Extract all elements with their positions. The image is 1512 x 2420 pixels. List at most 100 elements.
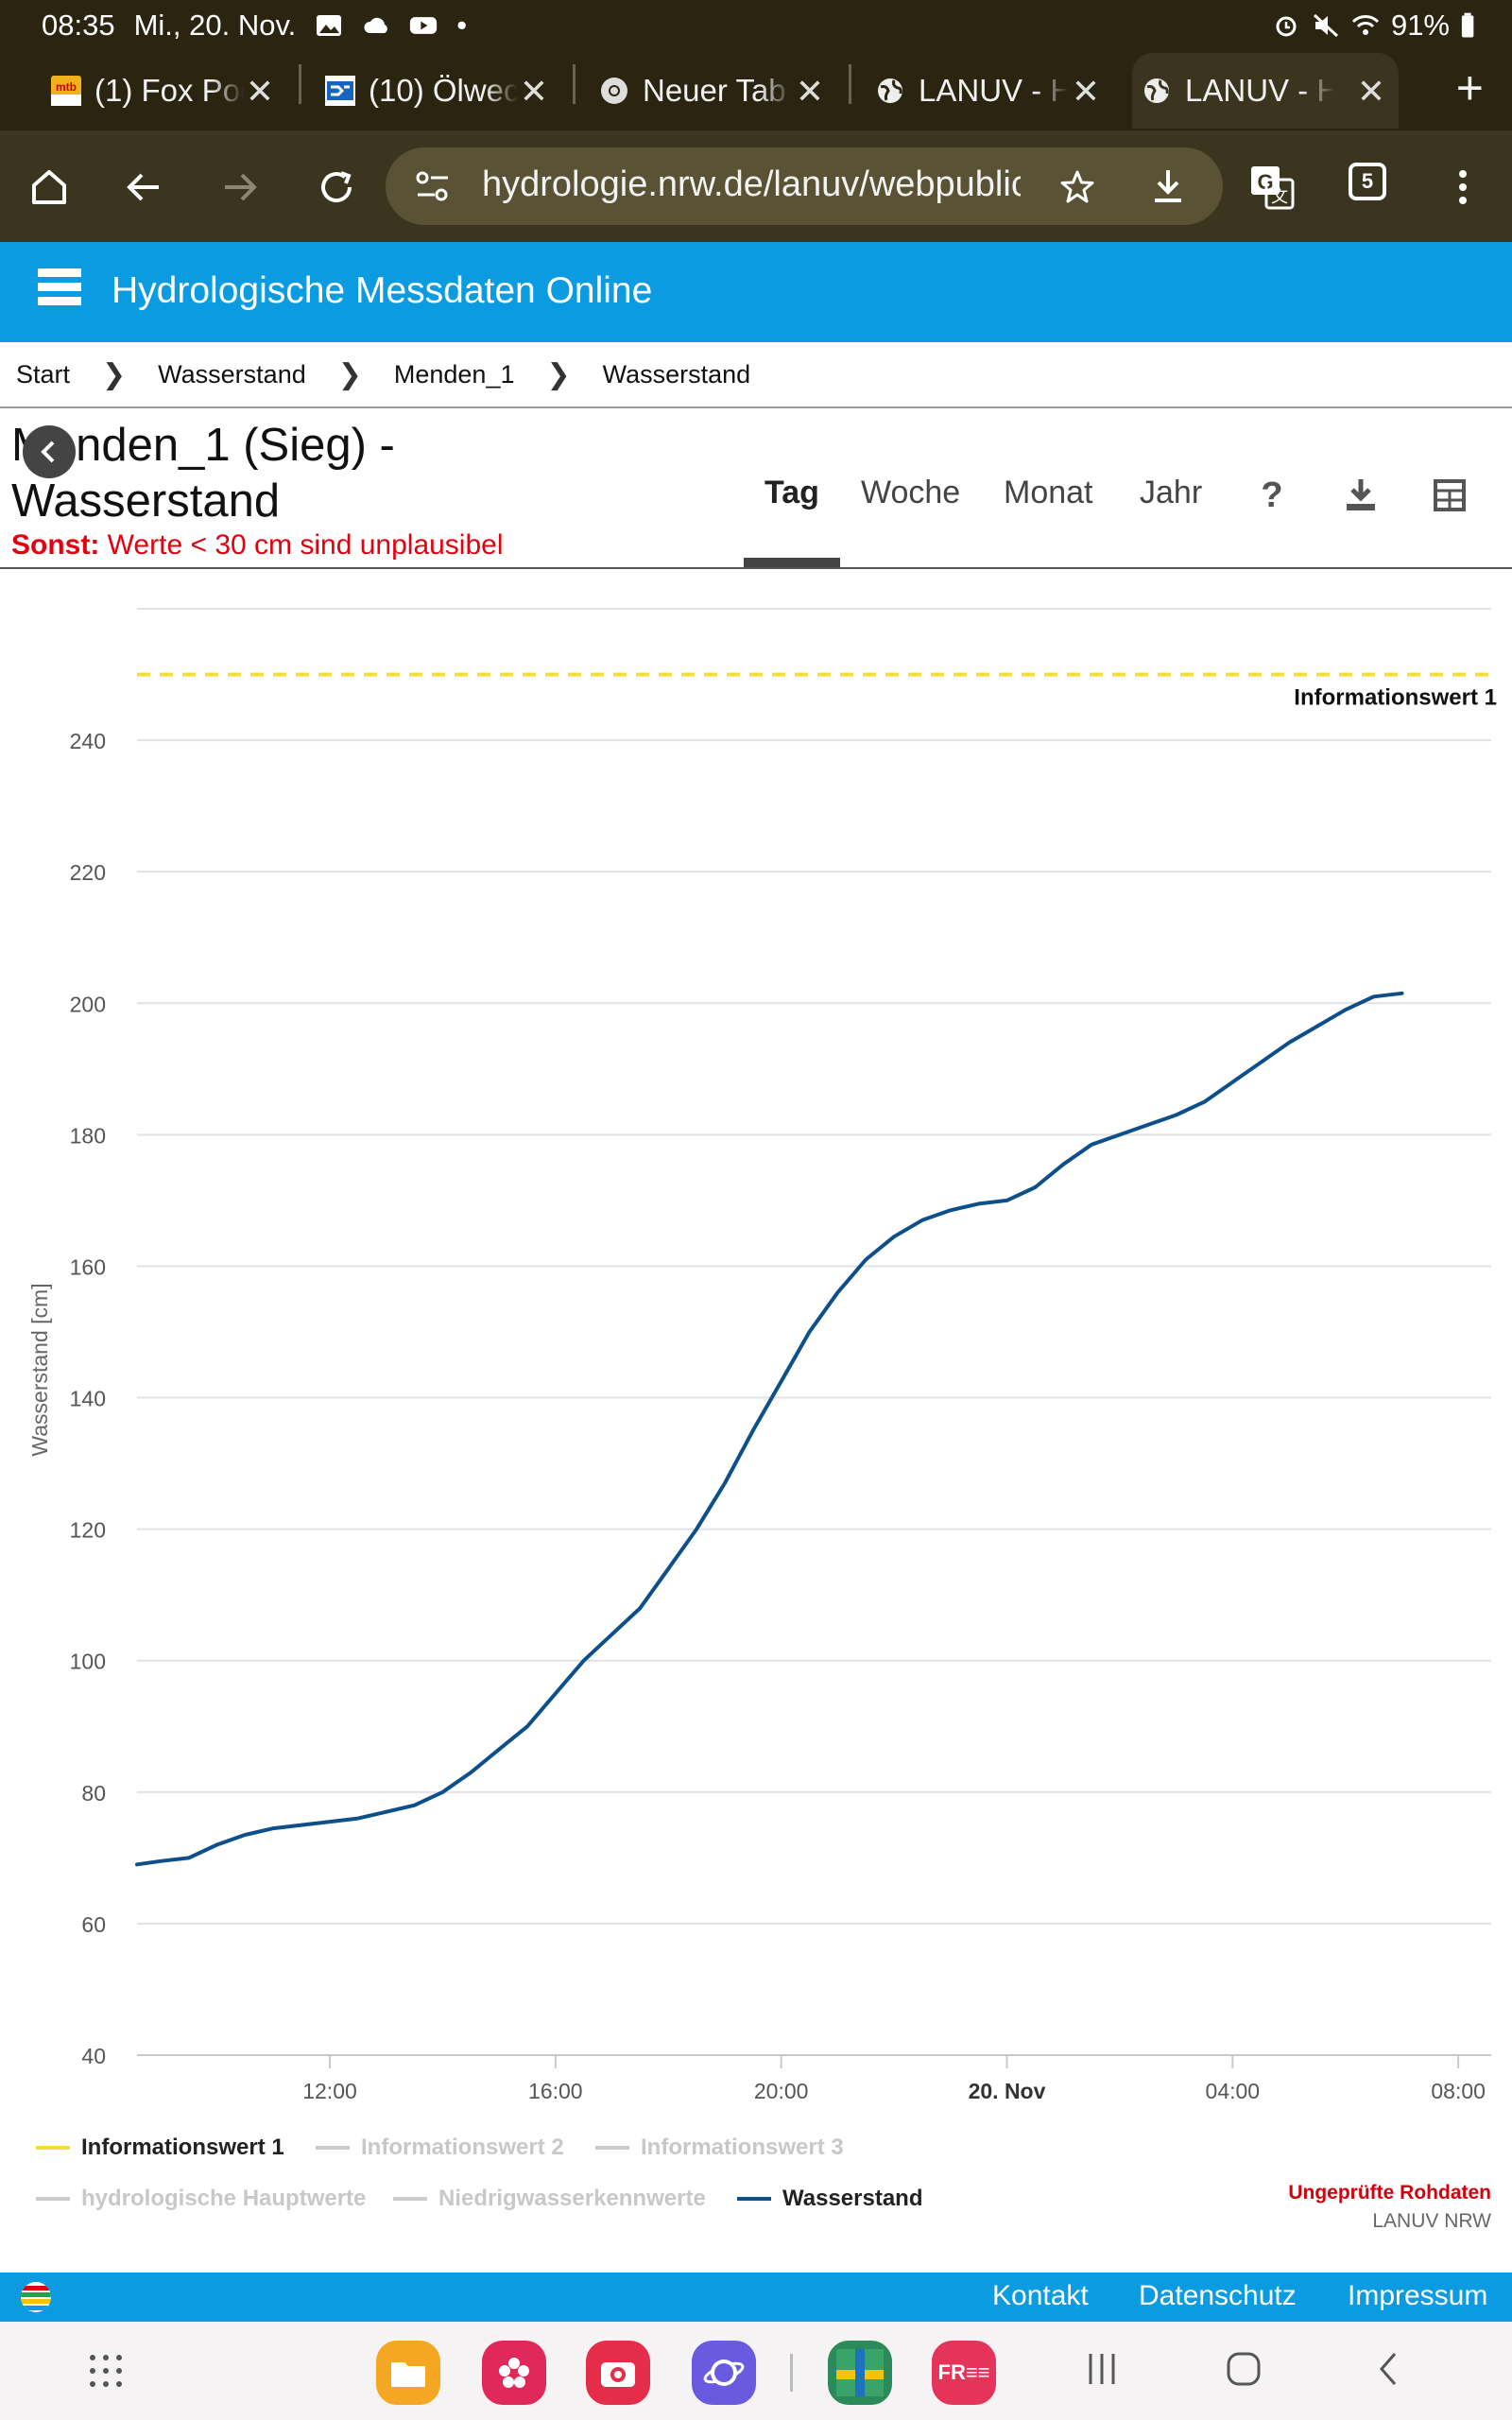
download-data-icon[interactable] (1342, 476, 1380, 514)
tab-jahr[interactable]: Jahr (1140, 475, 1203, 510)
legend-informationswert-2[interactable]: Informationswert 2 (316, 2135, 564, 2161)
nrw-logo-icon (21, 2282, 51, 2312)
tab-oelwechsel[interactable]: (10) Ölwechsel ✕ (316, 53, 561, 129)
y-tick-label: 200 (70, 992, 106, 1016)
youtube-icon (410, 17, 438, 34)
back-button[interactable] (115, 159, 172, 216)
reload-icon (321, 171, 352, 202)
site-logo-icon (325, 76, 355, 106)
notice-label: Sonst: (11, 529, 100, 561)
breadcrumb: Start ❯ Wasserstand ❯ Menden_1 ❯ Wassers… (0, 342, 1512, 408)
svg-text:文: 文 (1271, 187, 1288, 206)
water-level-chart[interactable]: 40 60 80 100 120 140 160 180 200 220 240 Wasserstan… (0, 571, 1512, 2273)
active-tab-indicator (744, 558, 840, 567)
close-icon[interactable]: ✕ (245, 72, 274, 111)
forward-button[interactable] (212, 159, 268, 216)
footer-link-datenschutz[interactable]: Datenschutz (1139, 2280, 1297, 2311)
x-tick-label: 08:00 (1431, 2079, 1486, 2103)
menu-icon[interactable] (38, 268, 81, 314)
table-view-icon[interactable] (1431, 476, 1469, 514)
alarm-icon (1276, 16, 1297, 37)
y-tick-label: 160 (70, 1254, 106, 1279)
page-title-line2: Wasserstand (11, 475, 281, 527)
legend-label: Informationswert 3 (641, 2135, 844, 2160)
site-settings-icon[interactable] (414, 168, 452, 206)
more-vert-icon (1459, 170, 1467, 204)
help-icon[interactable]: ? (1261, 475, 1283, 515)
close-icon[interactable]: ✕ (1071, 72, 1100, 111)
legend-hydrologische-hauptwerte[interactable]: hydrologische Hauptwerte (36, 2186, 366, 2212)
station-header: Menden_1 (Sieg) - Wasserstand Sonst: Wer… (0, 408, 1512, 569)
breadcrumb-start[interactable]: Start (16, 359, 71, 389)
notice-text: Werte < 30 cm sind unplausibel (99, 529, 504, 561)
download-icon[interactable] (1149, 166, 1187, 206)
legend-wasserstand[interactable]: Wasserstand (737, 2186, 923, 2212)
close-icon[interactable]: ✕ (795, 72, 824, 111)
legend-label: Informationswert 1 (81, 2135, 284, 2160)
status-date: Mi., 20. Nov. (133, 9, 297, 42)
legend-label: Informationswert 2 (361, 2135, 564, 2160)
wifi-icon (1351, 15, 1380, 35)
y-tick-label: 100 (70, 1650, 106, 1674)
chevron-right-icon: ❯ (337, 358, 362, 390)
tab-neuer-tab[interactable]: Neuer Tab ✕ (590, 53, 837, 129)
mute-icon (1313, 13, 1338, 38)
y-tick-label: 80 (81, 1781, 106, 1806)
tab-tag[interactable]: Tag (765, 475, 819, 510)
map-app-icon[interactable] (828, 2341, 892, 2405)
tab-switcher-button[interactable]: 5 (1349, 163, 1386, 200)
chevron-left-icon (41, 441, 55, 463)
recent-apps-icon[interactable] (1083, 2348, 1121, 2390)
tab-label: LANUV - Hydrologie (1185, 73, 1334, 108)
home-icon (32, 170, 66, 204)
free-app-icon[interactable]: FR≡≡ (932, 2341, 996, 2405)
tab-lanuv-active[interactable]: LANUV - Hydrologie ✕ (1132, 53, 1399, 129)
home-nav-icon[interactable] (1225, 2348, 1263, 2390)
address-bar[interactable]: hydrologie.nrw.de/lanuv/webpublic (386, 147, 1223, 225)
tab-woche[interactable]: Woche (861, 475, 961, 510)
cloud-icon (364, 17, 388, 33)
breadcrumb-wasserstand[interactable]: Wasserstand (158, 359, 306, 389)
footer-link-kontakt[interactable]: Kontakt (992, 2280, 1089, 2311)
x-tick-label: 20:00 (754, 2079, 809, 2103)
my-files-icon[interactable] (376, 2341, 440, 2405)
reload-button[interactable] (308, 159, 365, 216)
tab-monat[interactable]: Monat (1004, 475, 1093, 510)
breadcrumb-station[interactable]: Menden_1 (393, 359, 515, 389)
back-nav-icon[interactable] (1370, 2348, 1408, 2390)
tab-lanuv-1[interactable]: LANUV - Hydrologie ✕ (866, 53, 1113, 129)
legend-label: Niedrigwasserkennwerte (438, 2186, 706, 2211)
chart-container: 40 60 80 100 120 140 160 180 200 220 240 Wasserstan… (0, 571, 1512, 2273)
menu-button[interactable] (1435, 159, 1491, 216)
legend-informationswert-3[interactable]: Informationswert 3 (595, 2135, 844, 2161)
arrow-left-icon (127, 173, 159, 201)
legend-swatch (595, 2146, 629, 2150)
camera-app-icon[interactable] (586, 2341, 650, 2405)
raw-data-note: Ungeprüfte Rohdaten (1288, 2182, 1491, 2204)
legend-informationswert-1[interactable]: Informationswert 1 (36, 2135, 284, 2161)
gallery-icon (317, 15, 342, 36)
samsung-internet-icon[interactable] (692, 2341, 756, 2405)
home-button[interactable] (21, 159, 77, 216)
close-icon[interactable]: ✕ (1356, 72, 1385, 111)
tab-label: (10) Ölwechsel (369, 73, 518, 108)
tab-label: Neuer Tab (643, 73, 786, 108)
legend-niedrigwasserkennwerte[interactable]: Niedrigwasserkennwerte (393, 2186, 706, 2212)
legend-label: hydrologische Hauptwerte (81, 2186, 367, 2211)
y-tick-label: 240 (70, 729, 106, 753)
plausibility-notice: Sonst: Werte < 30 cm sind unplausibel (11, 529, 504, 562)
tab-fox-podcast[interactable]: mtb (1) Fox Podcast ✕ (42, 53, 287, 129)
status-bar: 08:35 Mi., 20. Nov. • 91% (0, 0, 1512, 49)
gallery-app-icon[interactable] (482, 2341, 546, 2405)
url-text: hydrologie.nrw.de/lanuv/webpublic (482, 164, 1021, 204)
footer-link-impressum[interactable]: Impressum (1348, 2280, 1488, 2311)
app-drawer-icon[interactable] (87, 2352, 125, 2390)
series-line-wasserstand[interactable] (135, 991, 1404, 1867)
new-tab-button[interactable]: + (1455, 61, 1484, 114)
close-icon[interactable]: ✕ (519, 72, 548, 111)
back-overlay-button[interactable] (23, 425, 76, 478)
star-icon[interactable] (1058, 168, 1096, 206)
legend-swatch (316, 2146, 350, 2150)
y-tick-label: 140 (70, 1387, 106, 1411)
